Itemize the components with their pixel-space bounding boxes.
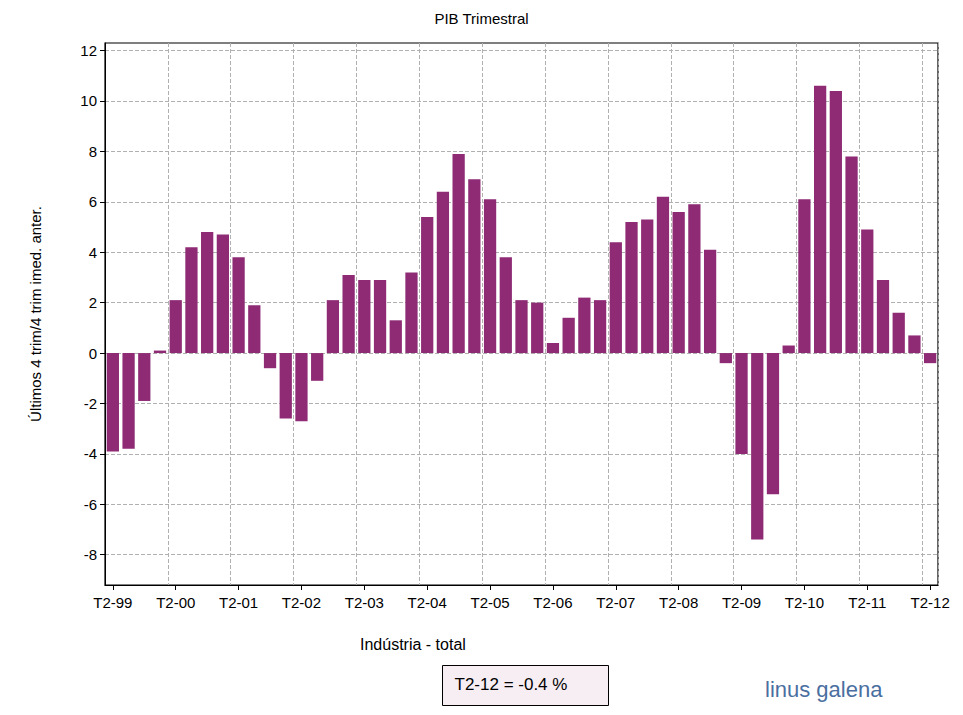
svg-text:Últimos 4 trim/4 trim imed. an: Últimos 4 trim/4 trim imed. anter. — [27, 206, 44, 422]
svg-text:-2: -2 — [84, 395, 97, 412]
svg-text:PIB Trimestral: PIB Trimestral — [434, 10, 528, 27]
svg-text:-8: -8 — [84, 546, 97, 563]
svg-text:T2-02: T2-02 — [282, 594, 321, 611]
svg-text:T2-05: T2-05 — [470, 594, 509, 611]
svg-text:Indústria - total: Indústria - total — [360, 636, 466, 653]
svg-text:T2-07: T2-07 — [596, 594, 635, 611]
svg-text:T2-08: T2-08 — [659, 594, 698, 611]
svg-text:-6: -6 — [84, 496, 97, 513]
svg-text:T2-11: T2-11 — [848, 594, 886, 611]
svg-text:6: 6 — [89, 193, 97, 210]
svg-text:-4: -4 — [84, 445, 97, 462]
svg-text:2: 2 — [89, 294, 97, 311]
svg-text:10: 10 — [80, 92, 97, 109]
svg-text:T2-12 = -0.4 %: T2-12 = -0.4 % — [455, 675, 568, 694]
svg-text:0: 0 — [89, 345, 97, 362]
svg-text:12: 12 — [80, 42, 97, 59]
svg-text:T2-99: T2-99 — [93, 594, 132, 611]
svg-text:T2-09: T2-09 — [722, 594, 761, 611]
svg-text:T2-01: T2-01 — [219, 594, 258, 611]
svg-text:T2-00: T2-00 — [156, 594, 195, 611]
svg-text:T2-10: T2-10 — [785, 594, 824, 611]
svg-text:4: 4 — [89, 244, 97, 261]
svg-text:T2-12: T2-12 — [911, 594, 950, 611]
svg-text:T2-04: T2-04 — [408, 594, 447, 611]
svg-text:8: 8 — [89, 143, 97, 160]
svg-text:linus galena: linus galena — [765, 677, 883, 702]
svg-text:T2-06: T2-06 — [533, 594, 572, 611]
svg-text:T2-03: T2-03 — [345, 594, 384, 611]
